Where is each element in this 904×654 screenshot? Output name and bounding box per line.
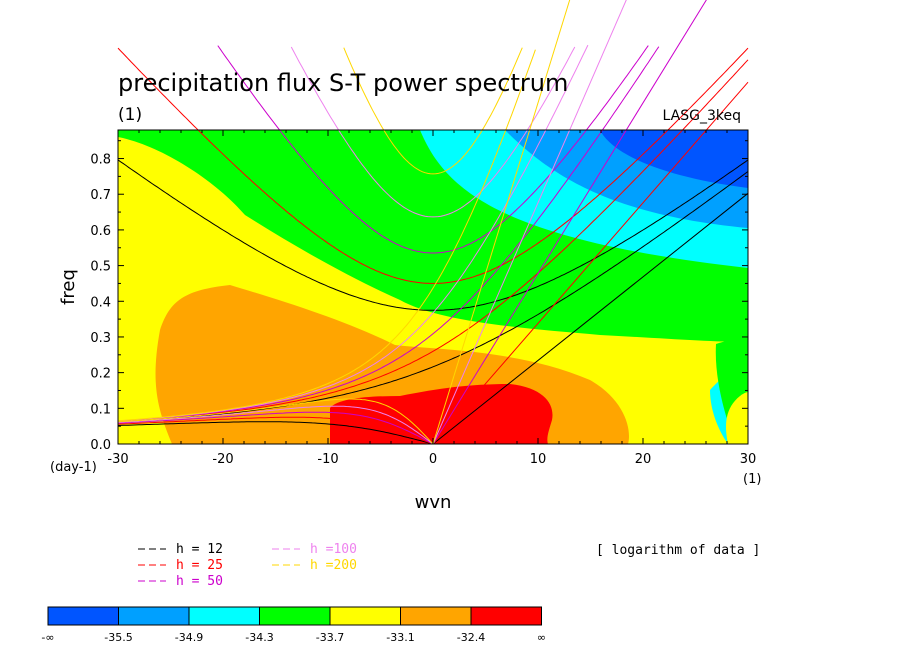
y-tick-label: 0.1 xyxy=(90,402,111,417)
kelvin-curve xyxy=(432,0,627,445)
legend-label: h = 25 xyxy=(176,558,223,573)
mrg-curve xyxy=(117,49,536,422)
colorbar-swatch xyxy=(188,606,260,626)
legend-entry: h =200 xyxy=(272,558,357,573)
rossby-curve xyxy=(117,421,434,445)
x-tick-label: -20 xyxy=(212,452,233,467)
ig-curve xyxy=(343,47,523,175)
colorbar-label: -∞ xyxy=(41,631,54,644)
legend-label: h =200 xyxy=(310,558,357,573)
legend-entry: h = 25 xyxy=(138,558,223,573)
legend-entry: h = 12 xyxy=(138,542,223,557)
axes: -30 -20 -10 0 10 20 30 0.0 0.1 0.2 0.3 0.4 0.5 0.6 0.7… xyxy=(90,130,756,467)
colorbar-swatch xyxy=(118,606,190,626)
rossby-curve xyxy=(117,405,434,445)
colorbar: -∞ -35.5 -34.9 -34.3 -33.7 -33.1 -32.4 ∞ xyxy=(41,606,546,644)
y-tick-label: 0.7 xyxy=(90,188,111,203)
mrg-curve xyxy=(117,46,660,422)
colorbar-label: ∞ xyxy=(537,631,546,644)
contour-band-5-corner xyxy=(725,392,748,444)
colorbar-swatch xyxy=(400,606,472,626)
contour-fill xyxy=(118,130,748,444)
y-tick-label: 0.2 xyxy=(90,367,111,382)
colorbar-label: -34.3 xyxy=(245,631,273,644)
y-tick-label: 0.6 xyxy=(90,224,111,239)
x-tick-label: -30 xyxy=(107,452,128,467)
colorbar-label: -35.5 xyxy=(104,631,132,644)
log-note: [ logarithm of data ] xyxy=(596,543,760,558)
ig-curve xyxy=(117,159,749,311)
title-unit: (1) xyxy=(118,105,142,125)
colorbar-swatch xyxy=(259,606,331,626)
y-tick-label: 0.5 xyxy=(90,260,111,275)
colorbar-label: -33.1 xyxy=(386,631,414,644)
x-tick-label: 30 xyxy=(740,452,757,467)
contour-band-7 xyxy=(330,384,553,444)
mrg-curve xyxy=(117,59,749,423)
model-label: LASG_3keq xyxy=(663,108,741,124)
y-tick-label: 0.3 xyxy=(90,331,111,346)
colorbar-label: -34.9 xyxy=(175,631,203,644)
x-axis-label: wvn xyxy=(415,492,452,513)
mrg-curve xyxy=(117,171,749,423)
rossby-curve xyxy=(117,398,434,445)
y-axis-label: freq xyxy=(58,269,79,305)
legend-entry: h =100 xyxy=(272,542,357,557)
y-tick-label: 0.4 xyxy=(90,295,111,310)
kelvin-curve xyxy=(432,81,749,445)
y-tick-label: 0.8 xyxy=(90,153,111,168)
kelvin-curve xyxy=(432,0,707,445)
kelvin-curve xyxy=(432,0,571,445)
x-tick-label: -10 xyxy=(317,452,338,467)
x-tick-label: 0 xyxy=(429,452,437,467)
chart-title: precipitation flux S-T power spectrum xyxy=(118,69,568,97)
legend-label: h = 50 xyxy=(176,574,223,589)
colorbar-swatch xyxy=(470,606,542,626)
legend-label: h = 12 xyxy=(176,542,223,557)
colorbar-swatch xyxy=(47,606,119,626)
x-tick-label: 10 xyxy=(530,452,547,467)
y-axis-unit: (day-1) xyxy=(50,460,97,475)
ig-curve xyxy=(117,47,749,284)
rossby-curve xyxy=(117,416,434,445)
colorbar-swatch xyxy=(329,606,401,626)
legend-label: h =100 xyxy=(310,542,357,557)
legend-entry: h = 50 xyxy=(138,574,223,589)
rossby-curve xyxy=(117,411,434,445)
colorbar-label: -33.7 xyxy=(316,631,344,644)
ig-curve xyxy=(217,45,649,254)
kelvin-curve xyxy=(432,192,749,445)
y-tick-label: 0.0 xyxy=(90,438,111,453)
x-axis-unit: (1) xyxy=(743,472,761,487)
x-tick-label: 20 xyxy=(635,452,652,467)
colorbar-label: -32.4 xyxy=(457,631,485,644)
